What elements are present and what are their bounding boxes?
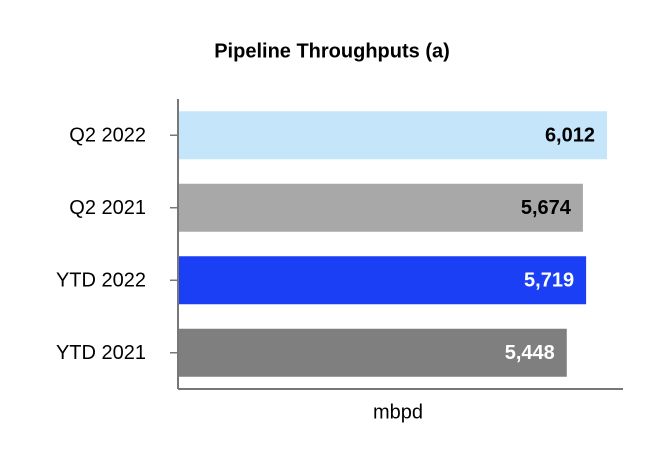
data-label: 5,674 <box>521 197 572 219</box>
x-axis-label: mbpd <box>373 401 423 423</box>
chart-title: Pipeline Throughputs (a) <box>214 40 450 62</box>
bar <box>178 183 583 232</box>
y-tick-label: Q2 2022 <box>69 125 146 147</box>
bar <box>178 111 608 160</box>
data-label: 6,012 <box>545 125 595 147</box>
bar <box>178 256 587 305</box>
data-label: 5,448 <box>505 342 555 364</box>
y-tick-label: YTD 2022 <box>56 270 146 292</box>
y-tick-label: Q2 2021 <box>69 197 146 219</box>
y-tick-label: YTD 2021 <box>56 342 146 364</box>
bar <box>178 328 567 377</box>
data-label: 5,719 <box>524 270 574 292</box>
